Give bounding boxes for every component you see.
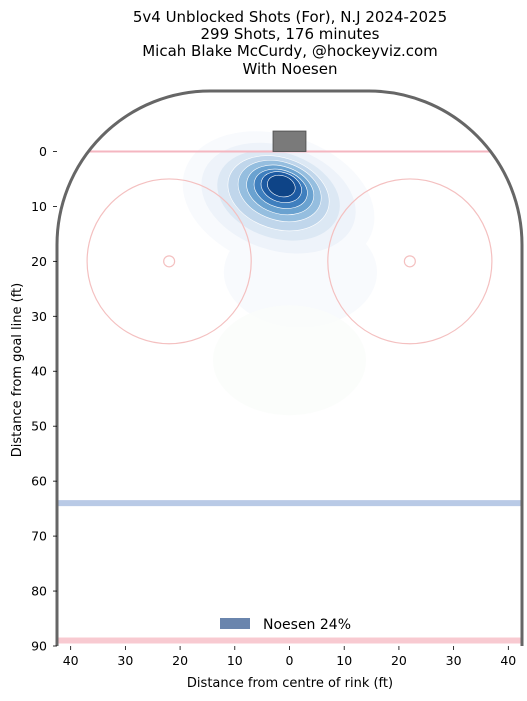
faceoff-circle [86,178,252,345]
y-tick-label: 20 [31,254,47,269]
rink-diagram [55,89,524,646]
faceoff-dot [163,255,176,268]
x-axis: 40 30 20 10 0 10 20 30 40 [63,646,516,668]
goal-net [272,130,307,152]
y-tick-label: 80 [31,584,47,599]
legend: Noesen 24% [220,617,351,633]
x-tick-label: 30 [117,653,133,668]
faceoff-dot [403,255,416,268]
density-contour-level-9 [267,174,296,198]
x-tick-label: 20 [172,653,188,668]
x-tick-label: 40 [500,653,516,668]
title-line-2: 299 Shots, 176 minutes [201,25,380,43]
title-line-1: 5v4 Unblocked Shots (For), N.J 2024-2025 [133,8,447,26]
y-tick-label: 70 [31,529,47,544]
legend-swatch [220,618,250,629]
chart-title: 5v4 Unblocked Shots (For), N.J 2024-2025… [133,8,447,78]
x-tick-label: 10 [336,653,352,668]
rink-boards [55,89,524,646]
x-tick-label: 10 [227,653,243,668]
x-tick-label: 0 [286,653,294,668]
x-axis-label: Distance from centre of rink (ft) [187,676,393,691]
x-tick-label: 20 [391,653,407,668]
title-line-4: With Noesen [242,60,337,78]
faceoff-circle [327,178,493,345]
y-tick-label: 40 [31,364,47,379]
title-line-3: Micah Blake McCurdy, @hockeyviz.com [142,42,438,60]
density-faint-region [212,305,367,416]
y-tick-label: 10 [31,199,47,214]
x-tick-label: 40 [63,653,79,668]
shot-density-heatmap [182,131,378,416]
blue-line [57,500,522,507]
y-axis: 0 10 20 30 40 50 60 70 80 90 [31,144,57,654]
y-tick-label: 60 [31,474,47,489]
y-tick-label: 30 [31,309,47,324]
y-tick-label: 0 [39,144,47,159]
center-line [57,637,522,644]
y-tick-label: 50 [31,419,47,434]
x-tick-label: 30 [446,653,462,668]
legend-label: Noesen 24% [263,617,351,633]
y-tick-label: 90 [31,639,47,654]
plot-area [55,89,524,646]
y-axis-label: Distance from goal line (ft) [10,283,25,457]
